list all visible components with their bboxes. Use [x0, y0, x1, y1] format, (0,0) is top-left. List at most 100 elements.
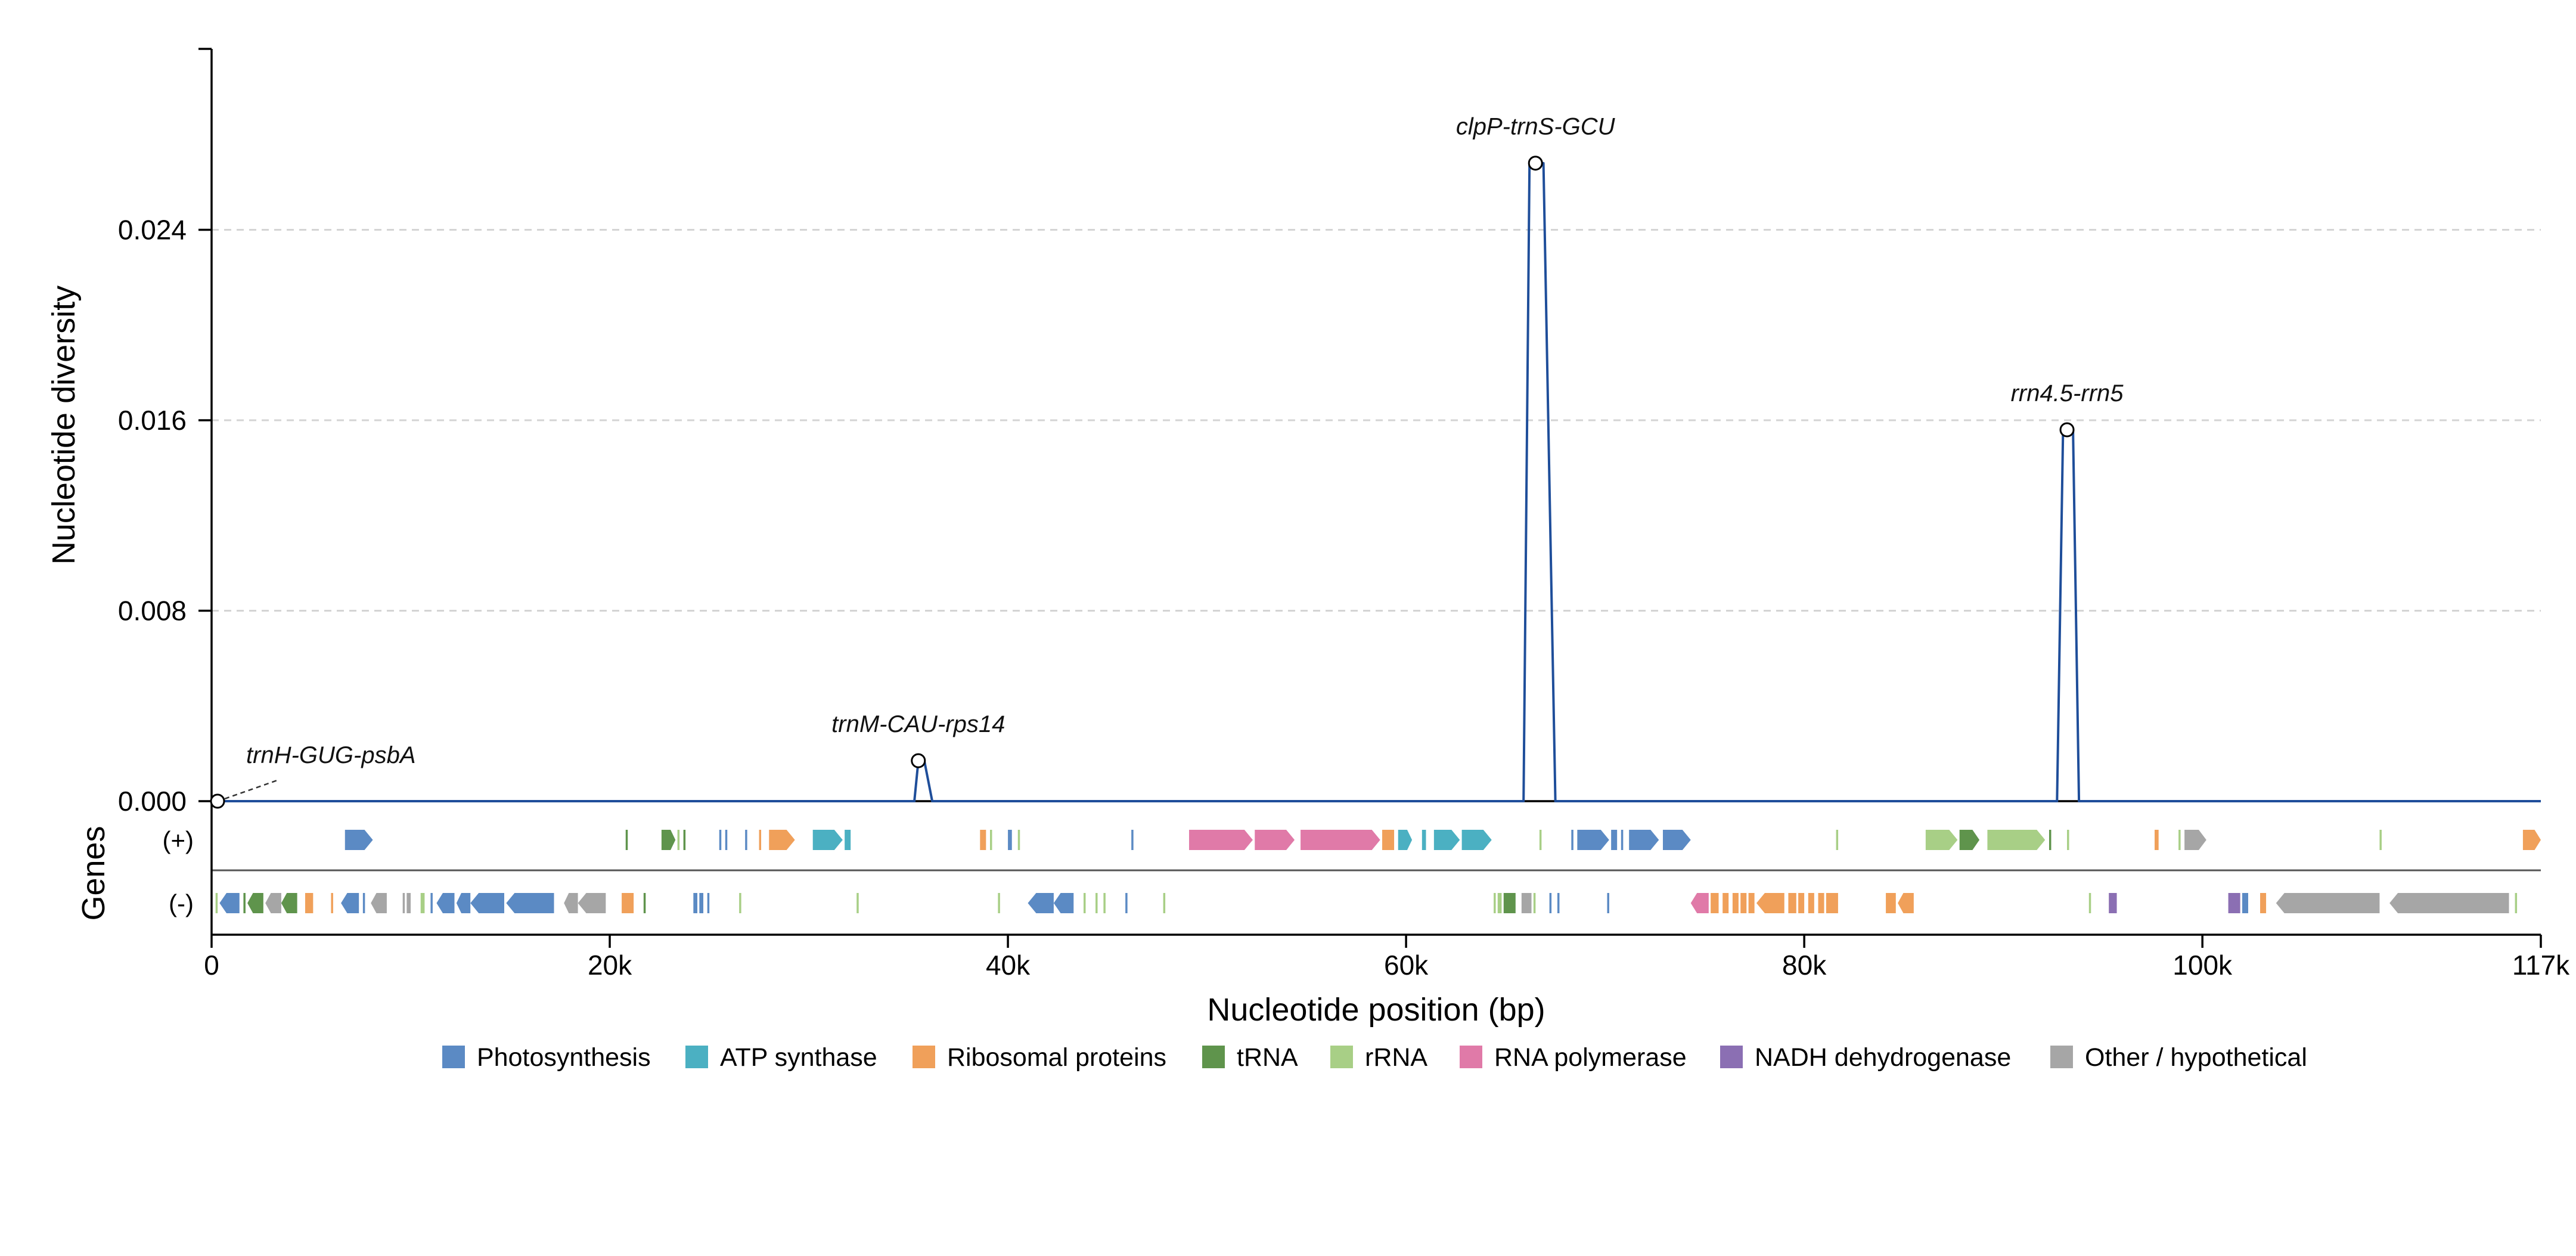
gene-minus: [1163, 893, 1166, 913]
gene-plus: [719, 830, 722, 850]
x-tick-label: 20k: [588, 950, 632, 981]
gene-plus: [344, 830, 373, 850]
legend-swatch: [1330, 1046, 1353, 1068]
gene-minus: [281, 893, 297, 913]
x-axis-title: Nucleotide position (bp): [1207, 992, 1545, 1028]
gene-plus: [1433, 830, 1460, 850]
gene-minus: [1503, 893, 1516, 913]
gene-plus: [1571, 830, 1573, 850]
gene-minus: [2389, 893, 2509, 913]
gene-minus: [420, 893, 425, 913]
peak-label: trnM-CAU-rps14: [831, 711, 1005, 737]
peak-marker: [2059, 422, 2075, 438]
legend-label: rRNA: [1365, 1043, 1427, 1072]
gene-plus: [845, 830, 851, 850]
gene-minus: [2242, 893, 2248, 913]
gene-minus: [693, 893, 698, 913]
gene-minus: [305, 893, 314, 913]
legend-swatch: [913, 1046, 935, 1068]
gene-plus: [1422, 830, 1426, 850]
series-layer: [212, 162, 2541, 802]
gene-minus: [699, 893, 704, 913]
gene-minus: [1521, 893, 1532, 913]
gene-plus: [1629, 830, 1659, 850]
gene-minus: [2276, 893, 2380, 913]
x-tick-label: 0: [204, 950, 219, 981]
gene-minus: [622, 893, 634, 913]
gene-minus: [341, 893, 359, 913]
x-tick-label: 60k: [1384, 950, 1429, 981]
gene-minus: [406, 893, 411, 913]
gene-minus: [1798, 893, 1805, 913]
gene-plus: [1255, 830, 1295, 850]
gene-plus: [1959, 830, 1980, 850]
gene-plus: [661, 830, 676, 850]
axes-layer: 0.000 0.008 0.016 0.024 Nucleotide diversity…: [46, 48, 2570, 1028]
minus-strand-label: (-): [169, 889, 194, 917]
gene-minus: [2088, 893, 2091, 913]
gene-plus: [2522, 830, 2541, 850]
gene-minus: [1607, 893, 1609, 913]
gene-minus: [1711, 893, 1719, 913]
gene-plus: [1611, 830, 1618, 850]
gene-minus: [1722, 893, 1729, 913]
gene-minus: [247, 893, 263, 913]
peak-marker: [210, 793, 225, 809]
gene-plus: [1461, 830, 1492, 850]
gene-minus: [1898, 893, 1914, 913]
legend-swatch: [1202, 1046, 1225, 1068]
gene-minus: [2109, 893, 2117, 913]
gene-minus: [2515, 893, 2518, 913]
gene-plus: [1662, 830, 1691, 850]
gene-minus: [402, 893, 405, 913]
gene-minus: [371, 893, 387, 913]
gene-minus: [1732, 893, 1739, 913]
x-tick-label: 40k: [986, 950, 1031, 981]
gene-minus: [215, 893, 218, 913]
peaks-layer: trnH-GUG-psbA trnM-CAU-rps14 clpP-trnS-GCU…: [210, 114, 2124, 809]
gene-minus: [1494, 893, 1496, 913]
gene-minus: [506, 893, 554, 913]
legend-label: Other / hypothetical: [2085, 1043, 2307, 1072]
gene-minus: [1533, 893, 1536, 913]
plus-strand-label: (+): [163, 826, 194, 854]
gene-minus: [1549, 893, 1552, 913]
peak-label: trnH-GUG-psbA: [246, 742, 416, 768]
gene-plus: [980, 830, 986, 850]
gene-minus: [1690, 893, 1709, 913]
gene-minus: [1028, 893, 1054, 913]
gene-minus: [2228, 893, 2240, 913]
gene-minus: [1053, 893, 1074, 913]
legend-swatch: [1460, 1046, 1482, 1068]
legend-label: Ribosomal proteins: [947, 1043, 1166, 1072]
gene-plus: [990, 830, 992, 850]
gene-plus: [2184, 830, 2206, 850]
gene-plus: [1539, 830, 1542, 850]
gene-minus: [243, 893, 246, 913]
y-tick-label: 0.016: [118, 405, 187, 436]
gene-minus: [643, 893, 646, 913]
legend-label: ATP synthase: [720, 1043, 877, 1072]
gene-plus: [812, 830, 843, 850]
gene-plus: [2178, 830, 2181, 850]
gene-plus: [759, 830, 762, 850]
gene-minus: [1125, 893, 1128, 913]
gene-minus: [1748, 893, 1755, 913]
gene-minus: [1788, 893, 1796, 913]
gene-minus: [362, 893, 365, 913]
gene-minus: [456, 893, 471, 913]
gene-minus: [436, 893, 455, 913]
gene-plus: [625, 830, 628, 850]
gene-minus: [430, 893, 433, 913]
gene-minus: [1083, 893, 1086, 913]
gene-minus: [1740, 893, 1747, 913]
gene-minus: [331, 893, 333, 913]
grid-layer: [212, 229, 2541, 612]
x-tick-label: 80k: [1782, 950, 1827, 981]
x-tick-label: 117k: [2512, 950, 2570, 981]
gene-minus: [856, 893, 859, 913]
gene-minus: [739, 893, 741, 913]
gene-plus: [1836, 830, 1839, 850]
